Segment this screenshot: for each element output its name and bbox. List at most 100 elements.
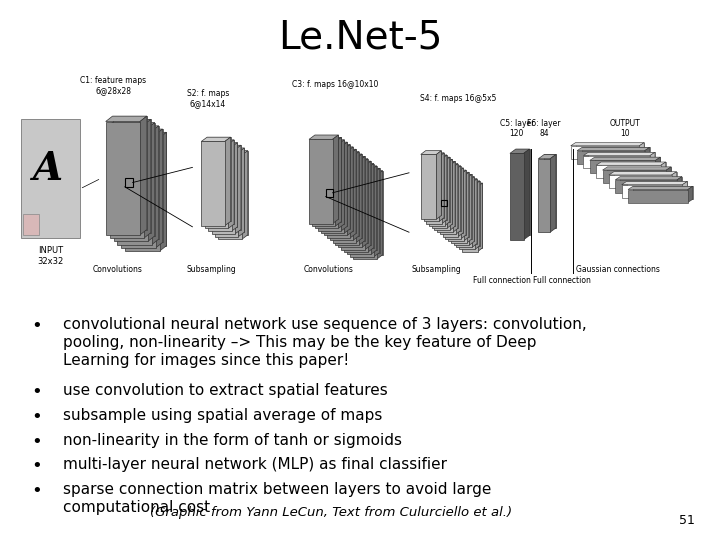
Polygon shape [621, 181, 688, 185]
Polygon shape [436, 151, 441, 219]
Polygon shape [204, 144, 228, 228]
Text: sparse connection matrix between layers to avoid large
computational cost: sparse connection matrix between layers … [63, 482, 491, 516]
Polygon shape [152, 126, 158, 245]
Polygon shape [461, 170, 466, 239]
Polygon shape [454, 180, 469, 245]
Polygon shape [232, 143, 238, 231]
Polygon shape [620, 177, 682, 190]
Polygon shape [333, 149, 356, 233]
Text: F6: layer
84: F6: layer 84 [528, 119, 561, 138]
Polygon shape [426, 159, 442, 224]
Polygon shape [453, 164, 458, 232]
Polygon shape [434, 161, 455, 165]
Polygon shape [117, 126, 158, 131]
Polygon shape [644, 147, 649, 164]
Polygon shape [353, 175, 377, 259]
Text: •: • [32, 317, 42, 335]
Polygon shape [21, 119, 80, 238]
Polygon shape [341, 142, 347, 231]
Polygon shape [459, 177, 474, 241]
Polygon shape [456, 179, 477, 183]
Polygon shape [350, 149, 356, 238]
Polygon shape [336, 157, 365, 161]
Polygon shape [221, 148, 244, 232]
Polygon shape [626, 181, 688, 194]
Polygon shape [330, 152, 359, 156]
Polygon shape [347, 161, 371, 245]
Text: OUTPUT
10: OUTPUT 10 [609, 119, 640, 138]
Polygon shape [603, 167, 671, 170]
Polygon shape [467, 174, 472, 243]
Polygon shape [353, 166, 377, 250]
Polygon shape [324, 147, 353, 151]
Text: Subsampling: Subsampling [412, 265, 462, 274]
Polygon shape [459, 168, 463, 237]
Polygon shape [327, 149, 356, 153]
Polygon shape [330, 147, 353, 231]
Polygon shape [318, 146, 341, 231]
Polygon shape [454, 177, 474, 180]
Polygon shape [588, 152, 655, 165]
Polygon shape [439, 153, 444, 221]
Polygon shape [356, 154, 362, 242]
Polygon shape [443, 168, 463, 172]
Polygon shape [242, 151, 248, 239]
Polygon shape [109, 125, 144, 238]
Polygon shape [596, 162, 666, 165]
Polygon shape [344, 159, 368, 243]
Polygon shape [336, 161, 359, 245]
Polygon shape [238, 148, 244, 237]
Polygon shape [125, 132, 166, 138]
Polygon shape [650, 152, 655, 168]
Polygon shape [218, 155, 242, 239]
Text: A: A [32, 150, 63, 188]
Polygon shape [312, 141, 336, 226]
Polygon shape [550, 154, 556, 232]
Polygon shape [655, 157, 660, 173]
Polygon shape [362, 159, 368, 247]
Polygon shape [132, 132, 166, 246]
Polygon shape [344, 164, 374, 168]
Polygon shape [420, 151, 441, 154]
Text: multi-layer neural network (MLP) as final classifier: multi-layer neural network (MLP) as fina… [63, 457, 447, 472]
Polygon shape [464, 172, 469, 241]
Polygon shape [341, 161, 371, 165]
Polygon shape [315, 144, 338, 228]
Polygon shape [374, 168, 379, 257]
Polygon shape [208, 147, 232, 231]
Polygon shape [327, 153, 350, 238]
Polygon shape [112, 116, 147, 230]
Polygon shape [633, 186, 693, 199]
Polygon shape [333, 135, 338, 224]
Text: Full connection: Full connection [534, 276, 591, 286]
Polygon shape [628, 186, 693, 190]
Polygon shape [321, 149, 344, 233]
Polygon shape [571, 143, 644, 146]
Text: C3: f. maps 16@10x10: C3: f. maps 16@10x10 [292, 79, 379, 89]
Polygon shape [344, 145, 350, 233]
Polygon shape [148, 123, 155, 241]
Polygon shape [212, 145, 241, 150]
Polygon shape [156, 129, 163, 248]
Polygon shape [338, 159, 368, 163]
Polygon shape [451, 178, 467, 243]
Polygon shape [445, 157, 449, 226]
Text: Full connection: Full connection [472, 276, 531, 286]
Text: non-linearity in the form of tanh or sigmoids: non-linearity in the form of tanh or sig… [63, 433, 402, 448]
Polygon shape [225, 137, 230, 226]
Polygon shape [371, 166, 377, 254]
Polygon shape [446, 170, 466, 174]
Polygon shape [672, 172, 677, 188]
Polygon shape [106, 122, 140, 235]
Polygon shape [590, 160, 655, 173]
Polygon shape [544, 154, 556, 228]
Polygon shape [464, 181, 480, 246]
Polygon shape [353, 152, 359, 240]
Polygon shape [469, 177, 474, 245]
Polygon shape [437, 164, 458, 167]
Text: 51: 51 [679, 514, 695, 526]
Polygon shape [456, 183, 472, 247]
Polygon shape [683, 181, 688, 198]
Polygon shape [426, 155, 447, 159]
Polygon shape [336, 152, 359, 236]
